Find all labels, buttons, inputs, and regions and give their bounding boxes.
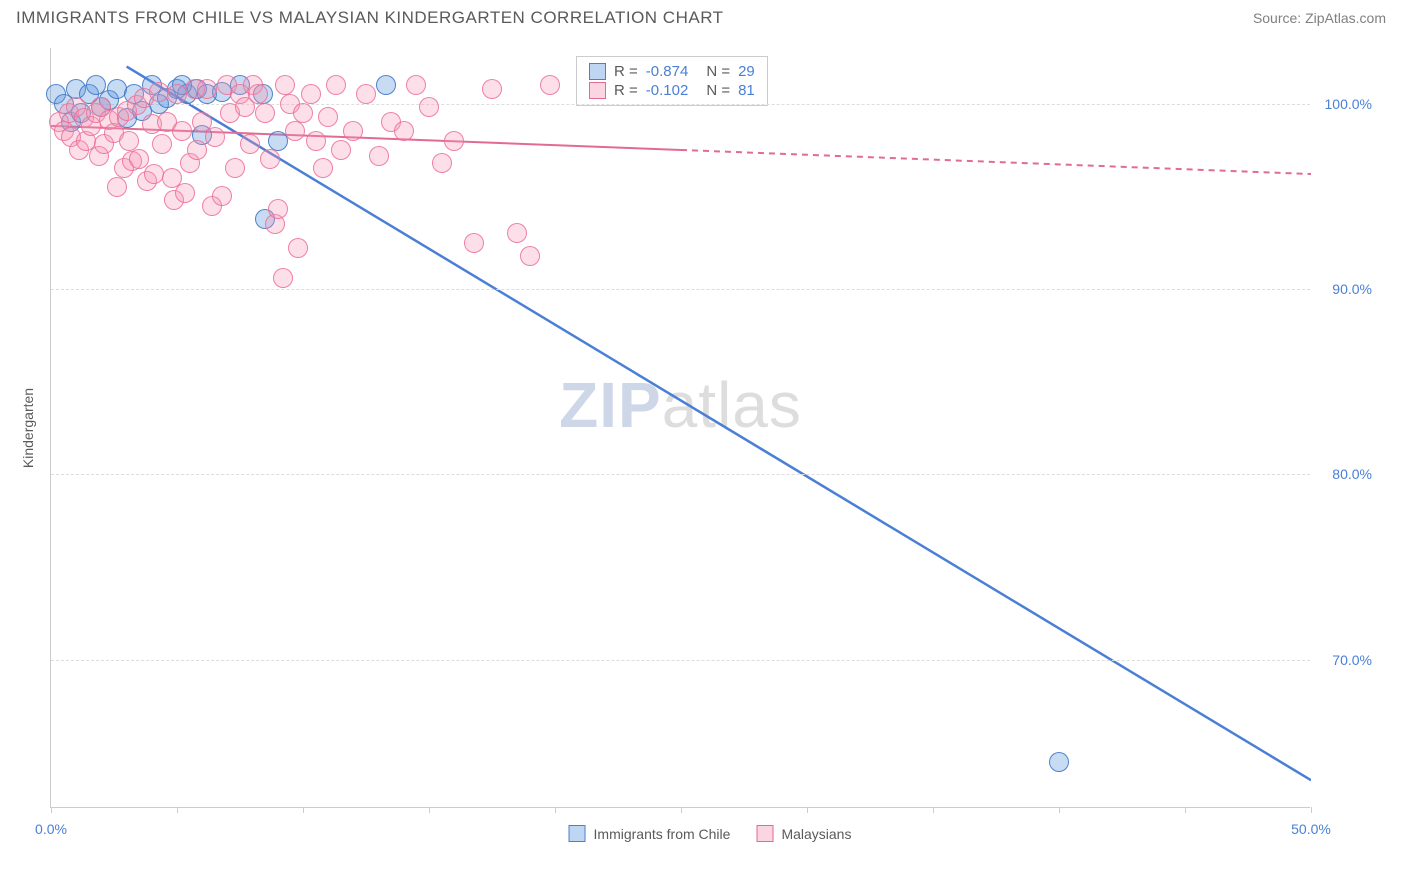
x-tick (555, 807, 556, 813)
swatch-icon (756, 825, 773, 842)
data-point (152, 134, 172, 154)
y-tick-label: 80.0% (1317, 466, 1372, 482)
data-point (318, 107, 338, 127)
data-point (376, 75, 396, 95)
data-point (394, 121, 414, 141)
data-point (432, 153, 452, 173)
data-point (482, 79, 502, 99)
x-tick (933, 807, 934, 813)
data-point (187, 140, 207, 160)
x-tick (681, 807, 682, 813)
data-point (225, 158, 245, 178)
data-point (260, 149, 280, 169)
gridline (51, 660, 1310, 661)
data-point (205, 127, 225, 147)
y-tick-label: 100.0% (1317, 96, 1372, 112)
data-point (248, 84, 268, 104)
data-point (356, 84, 376, 104)
data-point (507, 223, 527, 243)
y-tick-label: 90.0% (1317, 281, 1372, 297)
data-point (288, 238, 308, 258)
data-point (268, 199, 288, 219)
swatch-icon (589, 82, 606, 99)
swatch-icon (589, 63, 606, 80)
x-tick-label: 0.0% (35, 821, 67, 837)
legend-item-chile: Immigrants from Chile (569, 825, 731, 842)
data-point (326, 75, 346, 95)
series-legend: Immigrants from Chile Malaysians (569, 825, 852, 842)
plot-area: ZIPatlas R = -0.874 N = 29 R = -0.102 N … (50, 48, 1310, 808)
x-tick (303, 807, 304, 813)
data-point (172, 121, 192, 141)
data-point (306, 131, 326, 151)
data-point (197, 79, 217, 99)
data-point (212, 186, 232, 206)
data-point (275, 75, 295, 95)
data-point (406, 75, 426, 95)
data-point (240, 134, 260, 154)
data-point (540, 75, 560, 95)
swatch-icon (569, 825, 586, 842)
stats-legend: R = -0.874 N = 29 R = -0.102 N = 81 (576, 56, 768, 106)
data-point (107, 177, 127, 197)
x-tick (807, 807, 808, 813)
x-tick (1059, 807, 1060, 813)
data-point (1049, 752, 1069, 772)
data-point (369, 146, 389, 166)
correlation-chart: Kindergarten ZIPatlas R = -0.874 N = 29 … (50, 48, 1370, 808)
legend-item-malaysians: Malaysians (756, 825, 851, 842)
stats-row-chile: R = -0.874 N = 29 (589, 63, 755, 80)
x-tick (1185, 807, 1186, 813)
page-title: IMMIGRANTS FROM CHILE VS MALAYSIAN KINDE… (16, 8, 724, 28)
x-tick (51, 807, 52, 813)
y-tick-label: 70.0% (1317, 652, 1372, 668)
x-tick (177, 807, 178, 813)
data-point (119, 131, 139, 151)
data-point (331, 140, 351, 160)
data-point (144, 164, 164, 184)
gridline (51, 289, 1310, 290)
data-point (313, 158, 333, 178)
stats-row-malaysians: R = -0.102 N = 81 (589, 82, 755, 99)
data-point (285, 121, 305, 141)
data-point (444, 131, 464, 151)
x-tick (429, 807, 430, 813)
source-attribution: Source: ZipAtlas.com (1253, 10, 1386, 26)
data-point (293, 103, 313, 123)
data-point (419, 97, 439, 117)
data-point (520, 246, 540, 266)
data-point (343, 121, 363, 141)
data-point (301, 84, 321, 104)
data-point (175, 183, 195, 203)
data-point (464, 233, 484, 253)
x-tick (1311, 807, 1312, 813)
watermark: ZIPatlas (559, 368, 802, 442)
gridline (51, 474, 1310, 475)
x-tick-label: 50.0% (1291, 821, 1331, 837)
data-point (273, 268, 293, 288)
data-point (255, 103, 275, 123)
y-axis-label: Kindergarten (20, 388, 36, 468)
